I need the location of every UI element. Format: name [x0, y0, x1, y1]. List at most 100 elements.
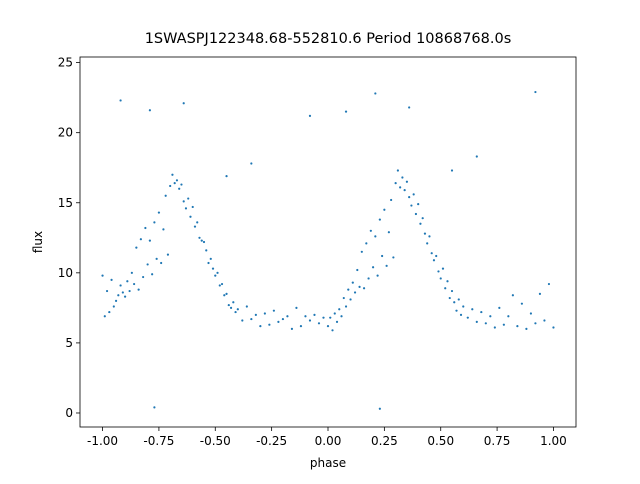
- data-point: [148, 239, 151, 242]
- data-point: [128, 289, 131, 293]
- data-point: [340, 315, 343, 318]
- data-point: [133, 282, 136, 286]
- data-point: [173, 182, 176, 185]
- data-point: [432, 259, 436, 262]
- data-point: [209, 257, 212, 260]
- data-point: [493, 326, 496, 329]
- data-point: [236, 308, 239, 311]
- data-point: [245, 305, 248, 308]
- x-tick-label: -0.75: [143, 434, 174, 448]
- data-point: [450, 169, 454, 172]
- y-tick-label: 15: [58, 196, 73, 210]
- data-point: [308, 319, 312, 322]
- data-point: [160, 261, 163, 265]
- data-point: [202, 240, 206, 244]
- data-point: [184, 207, 188, 210]
- data-point: [119, 99, 122, 102]
- data-point: [117, 294, 120, 297]
- data-point: [408, 106, 411, 109]
- data-point: [205, 249, 208, 252]
- data-point: [362, 287, 366, 290]
- x-tick-label: 0.75: [484, 434, 511, 448]
- data-point: [356, 268, 359, 272]
- data-point: [475, 320, 478, 323]
- data-point: [448, 296, 451, 300]
- x-tick-label: -0.25: [256, 434, 287, 448]
- x-tick-label: -0.50: [200, 434, 231, 448]
- data-point: [401, 176, 404, 179]
- data-point: [191, 205, 194, 209]
- data-point: [412, 193, 415, 196]
- data-point: [144, 226, 147, 230]
- data-point: [286, 315, 289, 318]
- data-point: [516, 324, 519, 328]
- data-point: [225, 292, 228, 295]
- data-point: [175, 179, 179, 182]
- data-point: [182, 200, 185, 203]
- data-point: [538, 292, 542, 295]
- data-point: [435, 254, 438, 258]
- chart-title: 1SWASPJ122348.68-552810.6 Period 1086876…: [145, 31, 512, 47]
- data-point: [529, 312, 533, 315]
- data-point: [254, 313, 257, 316]
- data-point: [137, 288, 140, 291]
- data-point: [241, 319, 244, 322]
- x-tick-label: 0.25: [371, 434, 398, 448]
- data-point: [220, 282, 224, 286]
- data-point: [333, 312, 336, 315]
- data-point: [399, 186, 402, 189]
- data-point: [211, 267, 215, 270]
- y-tick-label: 5: [65, 336, 73, 350]
- data-point: [155, 257, 158, 260]
- data-point: [552, 326, 555, 329]
- data-point: [308, 114, 312, 117]
- data-point: [374, 235, 377, 238]
- data-point: [272, 309, 275, 312]
- data-point: [383, 208, 386, 211]
- data-point: [326, 324, 330, 328]
- data-point: [480, 310, 483, 314]
- data-point: [250, 162, 253, 165]
- data-point: [178, 187, 181, 190]
- data-point: [148, 109, 151, 112]
- data-point: [139, 238, 142, 241]
- data-point: [187, 197, 190, 200]
- data-point: [277, 320, 280, 323]
- data-point: [543, 319, 546, 322]
- data-point: [374, 92, 377, 95]
- data-point: [547, 282, 551, 286]
- data-point: [408, 196, 411, 199]
- data-point: [367, 277, 370, 280]
- y-axis-label: flux: [31, 231, 45, 253]
- data-point: [335, 320, 339, 323]
- y-tick-label: 0: [65, 406, 73, 420]
- data-point: [455, 309, 458, 312]
- data-point: [439, 277, 442, 280]
- data-point: [349, 298, 352, 301]
- data-point: [378, 407, 381, 410]
- data-point: [171, 173, 174, 176]
- data-point: [250, 317, 253, 321]
- x-axis-label: phase: [310, 456, 346, 470]
- data-point: [534, 322, 537, 325]
- data-point: [347, 288, 350, 291]
- data-point: [135, 246, 138, 249]
- x-tick-label: 0.00: [315, 434, 342, 448]
- data-point: [387, 231, 390, 234]
- data-point: [446, 280, 449, 283]
- data-point: [507, 315, 510, 318]
- data-point: [498, 306, 501, 309]
- data-point: [259, 324, 262, 328]
- data-point: [471, 308, 474, 311]
- data-point: [295, 306, 298, 309]
- data-point: [313, 313, 316, 316]
- data-point: [428, 235, 431, 238]
- data-point: [180, 183, 183, 186]
- y-tick-label: 10: [58, 266, 73, 280]
- y-tick-label: 25: [58, 56, 73, 70]
- data-point: [369, 229, 372, 232]
- data-point: [281, 317, 285, 321]
- data-point: [232, 301, 235, 304]
- data-point: [121, 291, 124, 294]
